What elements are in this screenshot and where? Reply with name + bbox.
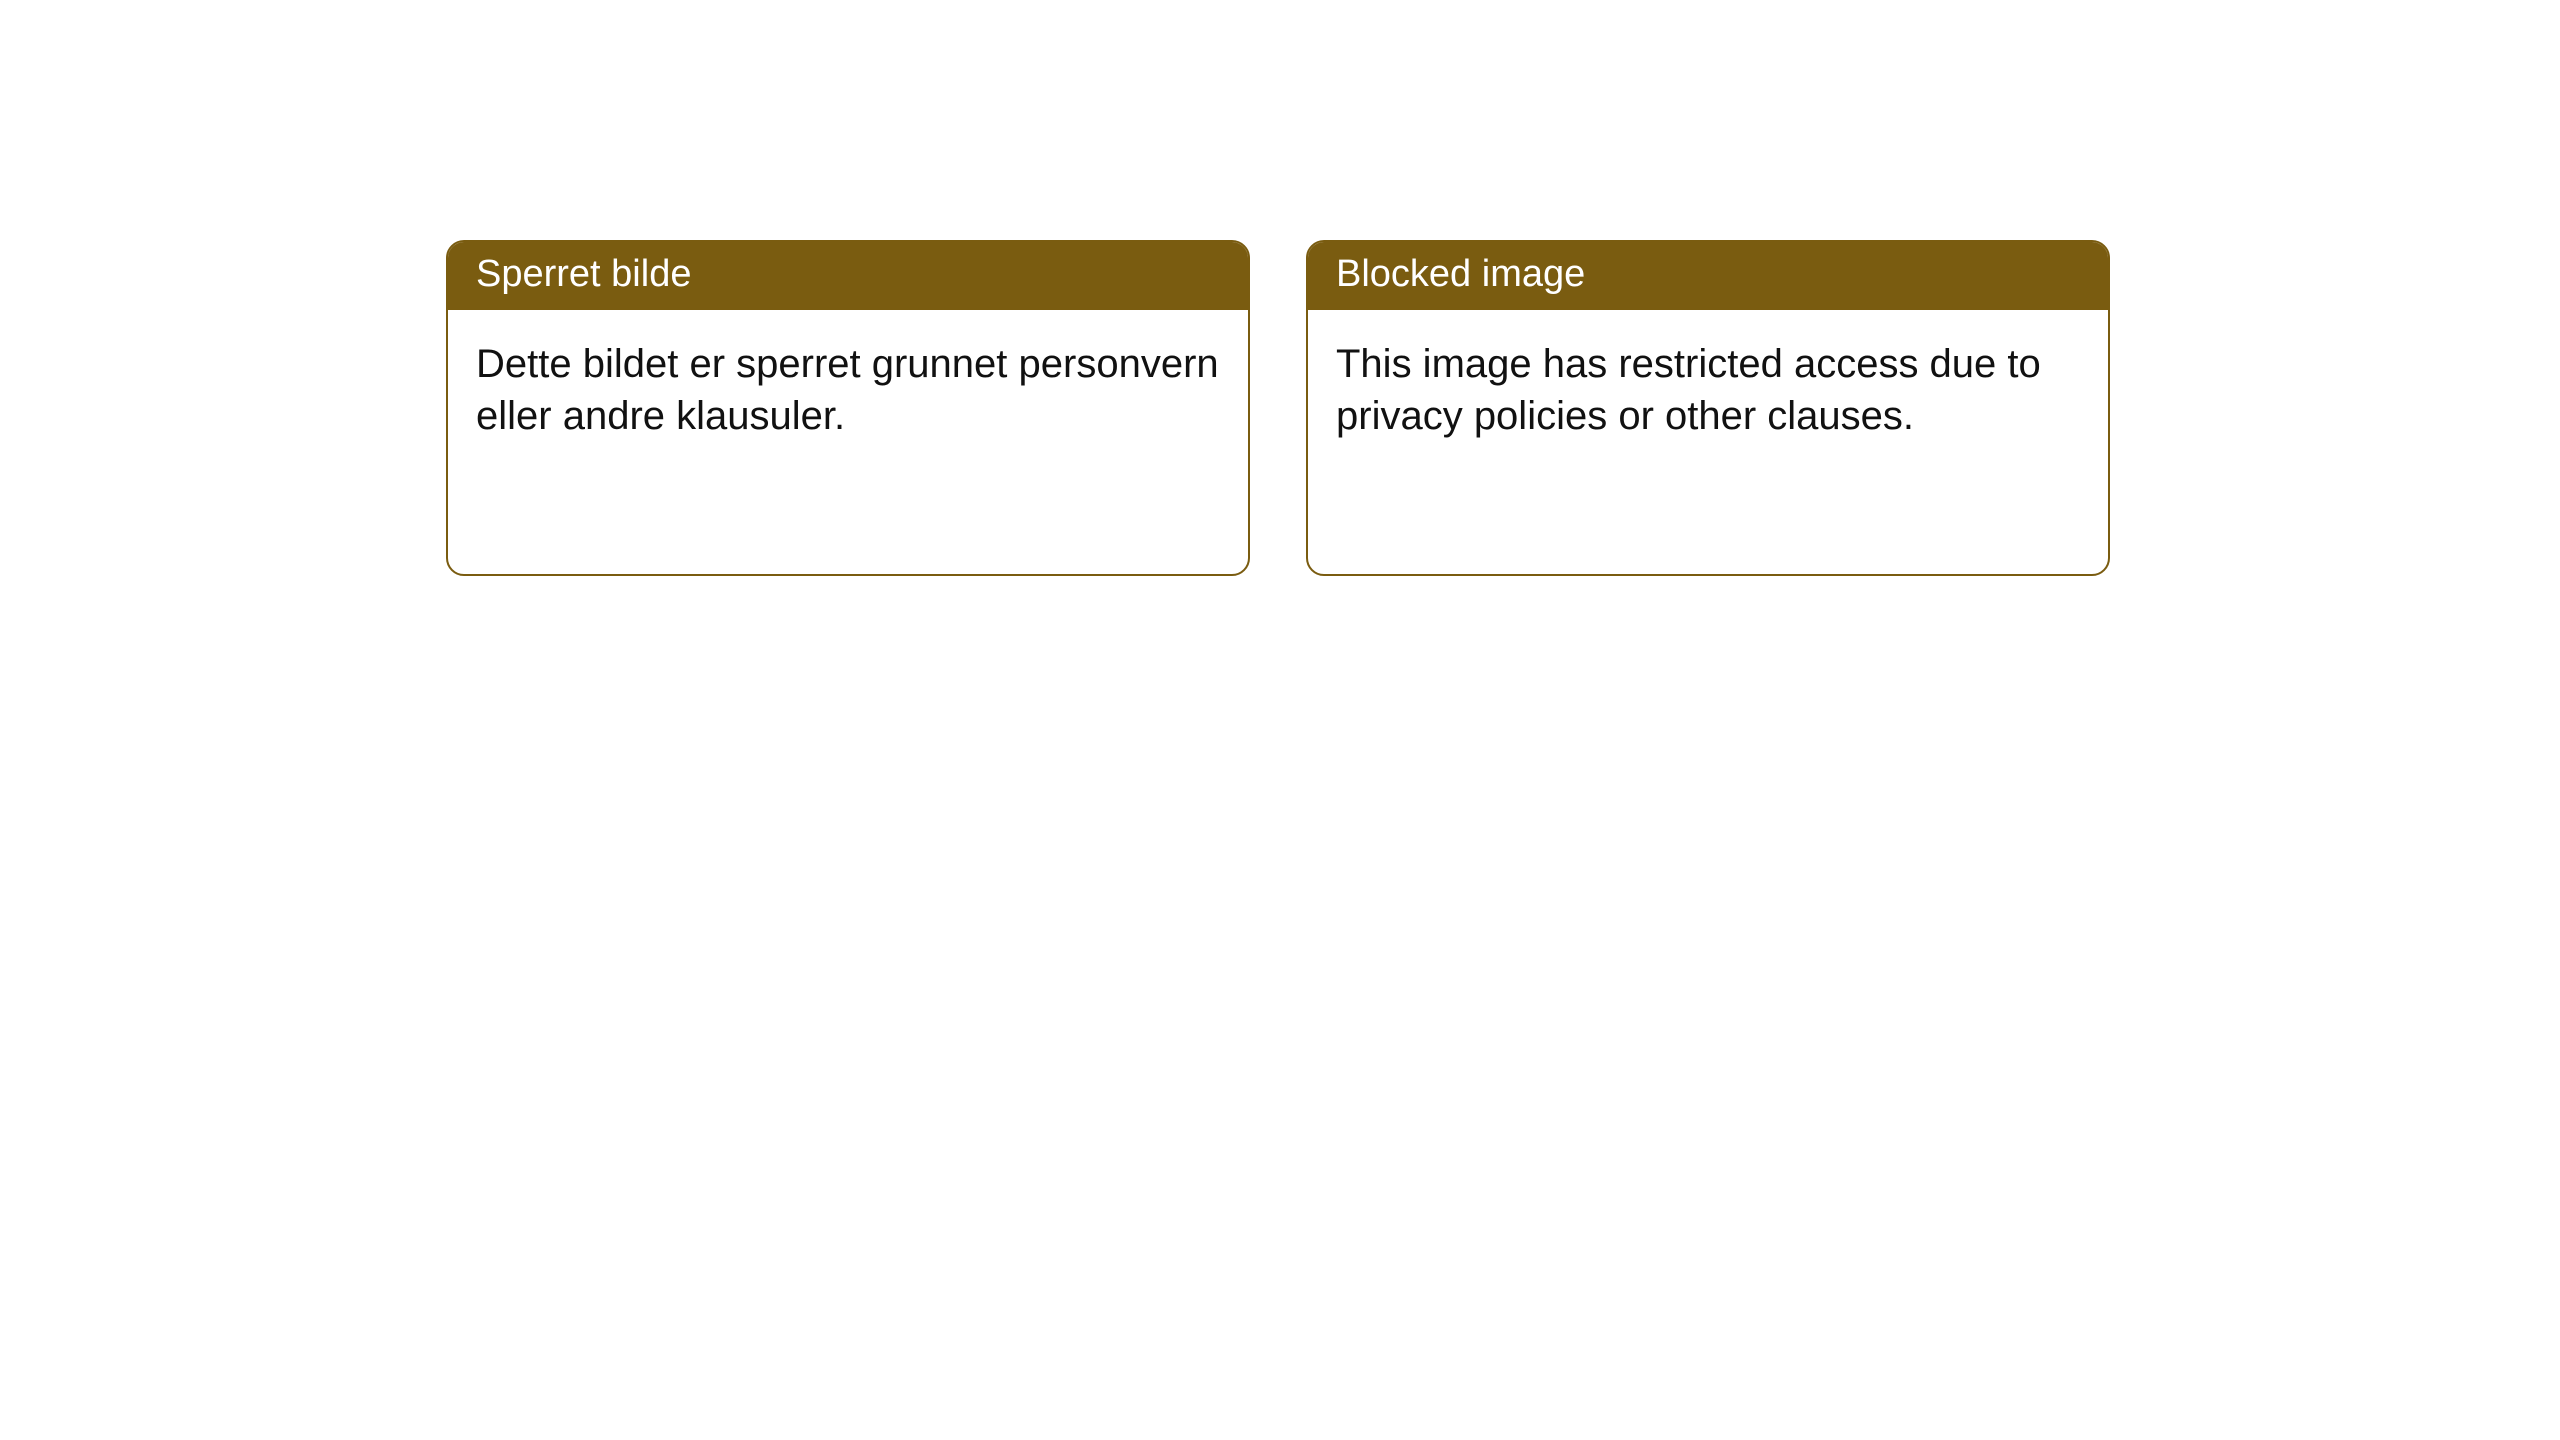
notice-header-english: Blocked image [1308,242,2108,310]
notice-header-norwegian: Sperret bilde [448,242,1248,310]
notice-container: Sperret bilde Dette bildet er sperret gr… [0,0,2560,576]
notice-card-english: Blocked image This image has restricted … [1306,240,2110,576]
notice-body-english: This image has restricted access due to … [1308,310,2108,574]
notice-card-norwegian: Sperret bilde Dette bildet er sperret gr… [446,240,1250,576]
notice-body-norwegian: Dette bildet er sperret grunnet personve… [448,310,1248,574]
